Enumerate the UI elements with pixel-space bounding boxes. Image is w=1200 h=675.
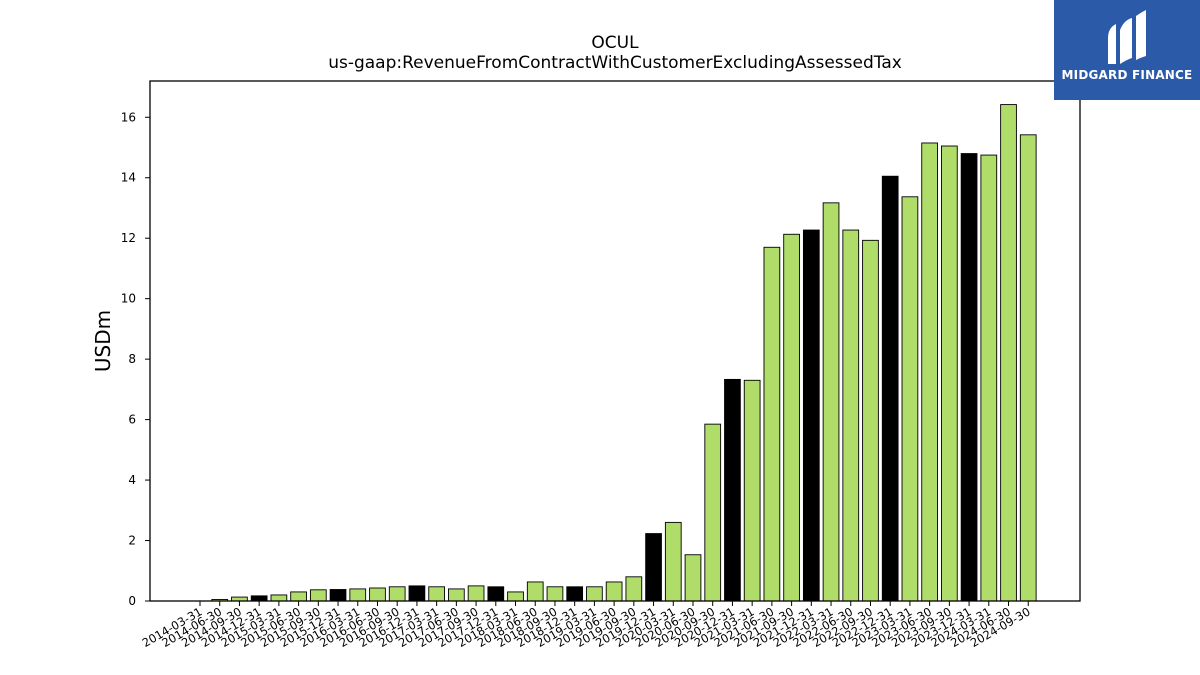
bar-2017-12-31 [487,586,505,602]
bar-2020-12-31 [724,378,741,602]
bar-2016-03-31 [349,588,367,602]
bar-2018-06-30 [526,581,544,602]
y-axis-label: USDm [91,310,115,372]
bar-2023-06-30 [921,142,938,602]
bar-2019-09-30 [625,576,643,602]
bar-2022-12-31 [881,175,899,602]
bar-2016-09-30 [388,586,406,602]
bar-2015-06-30 [290,591,307,602]
y-tick-label: 8 [128,352,136,366]
bar-2023-03-31 [901,196,919,602]
y-tick-label: 2 [128,534,136,548]
chart-title: OCUL [591,33,639,53]
midgard-logo: MIDGARD FINANCE [1054,0,1200,100]
y-tick-label: 12 [121,231,136,245]
logo-text: MIDGARD FINANCE [1061,68,1193,82]
bar-2019-12-31 [645,533,662,602]
bar-2024-06-30 [1000,104,1017,602]
bar-2024-09-30 [1019,134,1037,602]
y-tick-label: 4 [128,473,136,487]
bar-2016-12-31 [408,585,426,602]
y-tick-label: 10 [121,292,136,306]
y-tick-label: 0 [128,594,136,608]
bar-2022-03-31 [822,202,840,602]
bar-2023-09-30 [941,145,958,602]
bar-2022-09-30 [862,239,879,602]
bar-2020-09-30 [704,423,722,602]
bar-2021-06-30 [763,246,781,602]
bar-2024-03-31 [980,154,998,602]
bar-2018-09-30 [546,586,564,602]
midgard-logo-icon [1108,10,1146,64]
chart-subtitle: us-gaap:RevenueFromContractWithCustomerE… [328,53,902,73]
bar-2022-06-30 [842,229,860,602]
bar-2015-03-31 [270,594,288,602]
y-tick-label: 6 [128,413,136,427]
bar-2018-12-31 [566,586,584,602]
y-tick-label: 14 [121,171,136,185]
bar-2015-12-31 [329,589,347,602]
bar-2021-03-31 [743,379,761,602]
y-axis: 0 2 4 6 8 10 12 14 16 [121,110,150,608]
bar-2021-09-30 [783,233,800,602]
bar-2017-06-30 [448,588,465,602]
x-axis: 2014-03-312014-06-302014-09-302014-12-31… [140,601,1033,650]
bar-2014-12-31 [250,595,268,602]
bar-2015-09-30 [309,589,327,602]
bar-2021-12-31 [802,229,820,602]
bar-2023-12-31 [960,153,978,602]
bar-2017-03-31 [428,586,445,602]
y-tick-label: 16 [121,110,136,124]
bar-2020-06-30 [684,554,702,602]
bar-2020-03-31 [664,521,682,602]
bar-2018-03-31 [507,591,524,602]
bar-2019-06-30 [605,581,623,602]
bars-group [211,104,1037,602]
plot-frame [149,80,1081,602]
bar-2019-03-31 [586,586,603,602]
bar-2016-06-30 [369,587,386,602]
bar-2017-09-30 [467,585,485,602]
